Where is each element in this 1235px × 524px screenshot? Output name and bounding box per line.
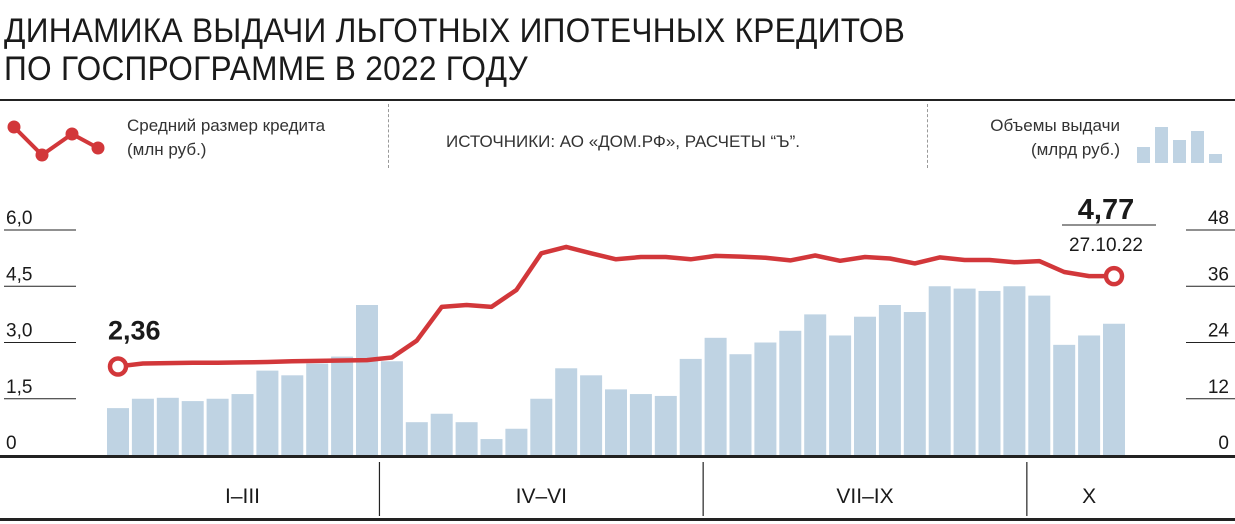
left-tick-label: 1,5 — [6, 377, 32, 398]
volume-bar — [754, 342, 777, 455]
left-tick-label: 0 — [6, 433, 17, 454]
volume-bar — [1053, 344, 1076, 455]
volume-bar — [131, 398, 154, 455]
volume-bar — [356, 305, 378, 455]
volume-bar — [1103, 323, 1125, 455]
right-tick-label: 0 — [1218, 433, 1229, 454]
volume-bar — [256, 370, 279, 455]
right-tick-label: 36 — [1208, 264, 1229, 285]
volume-bar — [331, 356, 354, 455]
volume-bar — [878, 305, 901, 455]
volume-bar — [231, 394, 254, 455]
left-tick-label: 6,0 — [6, 208, 32, 229]
end-date-label: 27.10.22 — [1069, 235, 1143, 256]
title-line-1: ДИНАМИКА ВЫДАЧИ ЛЬГОТНЫХ ИПОТЕЧНЫХ КРЕДИ… — [4, 12, 906, 50]
volume-bar — [455, 422, 478, 455]
source-note: ИСТОЧНИКИ: АО «ДОМ.РФ», РАСЧЕТЫ “Ъ”. — [446, 132, 800, 151]
volume-bar — [505, 428, 528, 455]
volume-bar — [704, 337, 727, 455]
legend-line-label-2: (млн руб.) — [127, 140, 207, 159]
right-tick-label: 48 — [1208, 208, 1229, 229]
volume-bar — [1003, 286, 1026, 455]
volume-bar — [107, 408, 129, 455]
volume-bar — [405, 422, 428, 455]
right-tick-label: 24 — [1208, 321, 1230, 342]
quarter-label: X — [1082, 485, 1096, 508]
volume-bar — [156, 397, 179, 455]
line-endpoint-marker — [1103, 265, 1125, 287]
volume-bar — [854, 316, 876, 455]
volume-bar — [306, 363, 329, 455]
volume-bar — [928, 286, 951, 455]
quarter-label: I–III — [225, 485, 260, 508]
quarter-label: IV–VI — [516, 485, 567, 508]
volume-bar — [779, 330, 802, 455]
volume-bar — [978, 290, 1001, 455]
legend-bar-label: Объемы выдачи (млрд руб.) — [960, 114, 1120, 162]
title-line-2: ПО ГОСПРОГРАММЕ В 2022 ГОДУ — [4, 50, 528, 88]
right-tick-label: 12 — [1208, 377, 1229, 398]
volume-bar — [580, 375, 603, 455]
volume-bar — [1028, 295, 1051, 455]
chart-title: ДИНАМИКА ВЫДАЧИ ЛЬГОТНЫХ ИПОТЕЧНЫХ КРЕДИ… — [4, 12, 905, 88]
axis-baseline — [0, 455, 1235, 458]
volume-bar — [605, 389, 627, 455]
volume-bar — [679, 358, 702, 455]
volume-bar — [953, 288, 976, 455]
volume-bar — [480, 439, 503, 455]
volume-bar — [430, 413, 453, 455]
legend-bar-label-1: Объемы выдачи — [990, 116, 1120, 135]
left-tick-label: 4,5 — [6, 264, 32, 285]
start-value-label: 2,36 — [108, 316, 161, 346]
volume-bar — [181, 401, 204, 455]
volume-bar — [1078, 335, 1101, 455]
top-rule — [0, 99, 1235, 101]
bottom-rule — [0, 518, 1235, 521]
volume-bar — [654, 395, 677, 455]
end-value-label: 4,77 — [1078, 194, 1134, 226]
avg-loan-line — [115, 244, 1117, 369]
volume-bar — [804, 314, 827, 455]
volume-bar — [206, 398, 229, 455]
legend-bar-label-2: (млрд руб.) — [1030, 140, 1120, 159]
legend-separator-left — [388, 104, 389, 168]
volume-bar — [380, 361, 403, 455]
volume-bar — [829, 335, 852, 455]
quarter-label: VII–IX — [836, 485, 893, 508]
volume-bar — [555, 368, 578, 455]
volume-bar — [530, 398, 553, 455]
legend-separator-right — [927, 104, 928, 168]
left-tick-label: 3,0 — [6, 321, 32, 342]
volume-bar — [903, 312, 926, 455]
volume-bar — [729, 354, 752, 455]
legend-line-label: Средний размер кредита (млн руб.) — [127, 114, 325, 162]
line-endpoint-marker — [107, 356, 129, 377]
volume-bar — [629, 394, 652, 455]
volume-bar — [281, 375, 304, 455]
legend-line-label-1: Средний размер кредита — [127, 116, 326, 135]
